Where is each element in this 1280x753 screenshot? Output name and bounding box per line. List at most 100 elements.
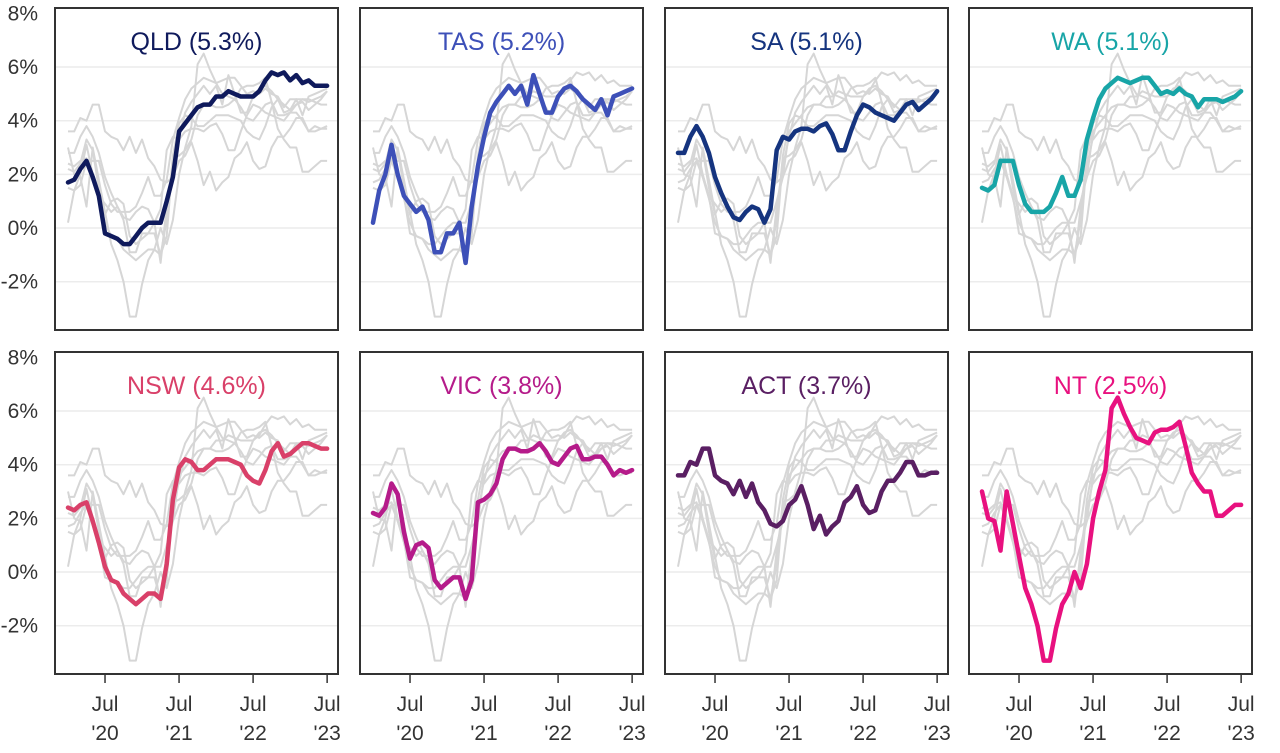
panel-vic: VIC (3.8%) [359,351,644,683]
background-series-nsw [677,98,938,262]
x-axis: Jul '20 Jul '21 Jul '22 Jul '23 Jul '20 Jul '21 Jul '… [91,693,1254,745]
x-tick-label-year: '20 [701,722,728,745]
panel-frame [664,7,949,331]
series-nsw [65,440,330,607]
x-tick-label-year: '23 [313,722,340,745]
panel-qld: QLD (5.3%) [54,7,339,331]
panel-sa: SA (5.1%) [664,7,949,331]
panel-title: NT (2.5%) [1054,372,1167,400]
panel-nt: NT (2.5%) [968,351,1253,683]
series-tas [370,72,635,266]
panel-frame [54,7,339,331]
background-series-tas [372,418,633,608]
panel-act: ACT (3.7%) [664,351,949,683]
x-tick-label-year: '21 [1079,722,1106,745]
background-series-vic [67,442,328,600]
panels: QLD (5.3%) TAS (5.2%) SA (5.1%) WA (5.1%) NS… [54,7,1253,683]
background-series-nsw [372,98,633,262]
y-tick-label: 2% [8,507,38,530]
background-series-sa [68,90,328,224]
x-tick-label-month: Jul [776,693,803,716]
x-tick-label-year: '22 [1153,722,1180,745]
y-axis-row-1: 8% 6% 4% 2% 0% -2% [1,2,38,293]
y-tick-label: 8% [8,346,38,369]
panel-title: WA (5.1%) [1051,28,1170,56]
panel-wa: WA (5.1%) [968,7,1253,331]
x-tick-label-month: Jul [240,693,267,716]
panel-title: ACT (3.7%) [741,372,871,400]
background-series-wa [677,76,938,213]
x-tick-label-year: '22 [849,722,876,745]
background-series-tas [67,74,328,264]
x-tick-label-month: Jul [545,693,572,716]
panel-nsw: NSW (4.6%) [54,351,339,683]
series-sa [675,88,940,225]
x-tick-label-year: '21 [470,722,497,745]
x-tick-label-year: '21 [775,722,802,745]
background-series-wa [67,76,328,213]
panel-frame [968,7,1253,331]
background-series-nt [67,52,328,318]
x-tick-label-year: '20 [91,722,118,745]
x-tick-label-year: '20 [396,722,423,745]
x-tick-label-year: '23 [923,722,950,745]
background-series-nt [372,52,633,318]
panel-tas: TAS (5.2%) [359,7,644,331]
background-series-vic [677,442,938,600]
x-tick-label-month: Jul [166,693,193,716]
y-tick-label: 0% [8,217,38,240]
background-series-act [678,103,938,192]
background-series-nsw [677,442,938,606]
background-series-tas [981,418,1242,608]
panel-title: VIC (3.8%) [440,372,562,400]
background-series-sa [373,90,633,224]
y-tick-label: 2% [8,163,38,186]
x-tick-label-year: '23 [1227,722,1254,745]
x-tick-label-year: '22 [239,722,266,745]
background-series-sa [982,90,1242,224]
y-tick-label: 0% [8,561,38,584]
background-series-sa [982,434,1242,568]
background-series-act [373,447,633,536]
series-qld [65,70,330,247]
x-tick-label-year: '21 [165,722,192,745]
background-series-nt [67,396,328,662]
background-series-tas [677,418,938,608]
x-tick-label-month: Jul [314,693,341,716]
panel-title: SA (5.1%) [750,28,863,56]
background-series-nsw [981,98,1242,262]
background-series-nt [372,396,633,662]
background-series-tas [67,418,328,608]
background-series-sa [373,434,633,568]
y-tick-label: 4% [8,454,38,477]
background-series-act [982,103,1242,192]
background-series-act [373,103,633,192]
x-tick-label-month: Jul [702,693,729,716]
background-series-act [68,447,328,536]
y-tick-label: -2% [1,615,38,638]
series-act [675,446,940,537]
background-series-nt [981,52,1242,318]
series-wa [979,75,1244,215]
x-tick-label-month: Jul [850,693,877,716]
background-series-act [68,103,328,192]
y-axis-row-2: 8% 6% 4% 2% 0% -2% [1,346,38,637]
background-series-vic [677,98,938,256]
background-series-vic [372,98,633,256]
x-tick-label-month: Jul [92,693,119,716]
y-tick-label: 4% [8,110,38,133]
background-series-sa [678,434,938,568]
background-series-vic [981,98,1242,256]
x-tick-label-month: Jul [1080,693,1107,716]
series-vic [370,440,635,602]
panel-frame [359,351,644,675]
x-tick-label-month: Jul [1006,693,1033,716]
panel-title: NSW (4.6%) [127,372,266,400]
panel-frame [664,351,949,675]
panel-title: QLD (5.3%) [131,28,263,56]
background-series-sa [68,434,328,568]
x-tick-label-month: Jul [619,693,646,716]
background-series-nt [677,396,938,662]
x-tick-label-month: Jul [471,693,498,716]
